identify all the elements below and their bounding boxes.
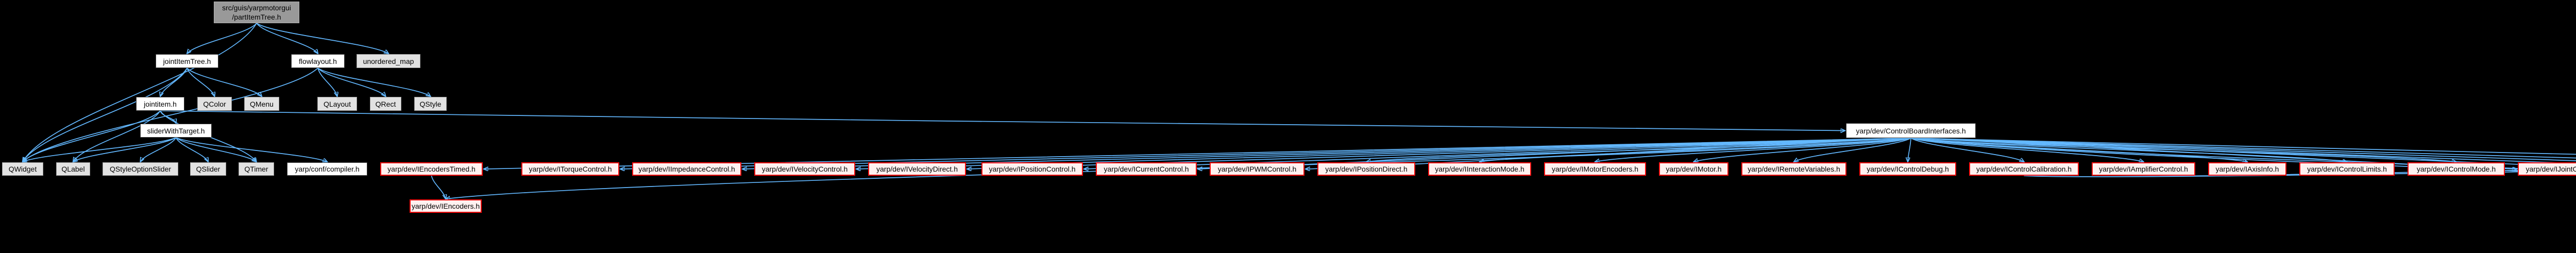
edge-controlboardinterfaces-to-iamplifiercontrol [1910,138,2144,162]
edge-iencoderstimed-to-iencoders [431,175,446,199]
node-icontroldebug[interactable]: yarp/dev/IControlDebug.h [1859,162,1956,176]
edge-partitemtree-to-flowlayout [256,23,318,54]
node-qmenu: QMenu [244,97,279,111]
edge-flowlayout-to-qlayout [317,68,337,96]
edge-controlboardinterfaces-to-icontrolcalibration [1910,138,2024,162]
node-qwidget: QWidget [2,162,43,176]
node-controlboardinterfaces[interactable]: yarp/dev/ControlBoardInterfaces.h [1846,123,1976,138]
edge-flowlayout-to-qrect [317,68,386,96]
node-iencoderstimed[interactable]: yarp/dev/IEncodersTimed.h [380,162,483,176]
node-icontrolmode[interactable]: yarp/dev/IControlMode.h [2408,162,2505,176]
edge-jointitemtree-to-jointitem [160,68,188,96]
node-flowlayout[interactable]: flowlayout.h [291,54,345,68]
edge-controlboardinterfaces-to-icontroldebug [1908,138,1911,162]
edge-controlboardinterfaces-to-ipositiondirect [1366,138,1911,162]
edge-jointitem-to-qwidget [23,110,161,162]
node-sliderwithtarget[interactable]: sliderWithTarget.h [140,124,212,138]
node-iencoders[interactable]: yarp/dev/IEncoders.h [410,199,482,213]
edge-jointitemtree-to-qwidget [23,68,188,162]
node-iamplifiercontrol[interactable]: yarp/dev/IAmplifierControl.h [2092,162,2195,176]
edge-jointitemtree-to-qmenu [187,68,262,96]
node-iaxisinfo[interactable]: yarp/dev/IAxisInfo.h [2208,162,2286,176]
node-qslider: QSlider [190,162,226,176]
node-icontrollimits[interactable]: yarp/dev/IControlLimits.h [2299,162,2395,176]
node-qcolor: QColor [197,97,232,111]
node-label-line: /partItemTree.h [232,13,281,21]
node-qstyleoptionslider: QStyleOptionSlider [103,162,178,176]
node-qstyle: QStyle [414,97,447,111]
edge-flowlayout-to-qstyle [317,68,431,96]
edge-sliderwithtarget-to-qslider [175,137,209,162]
node-jointitem[interactable]: jointitem.h [136,97,184,111]
edge-sliderwithtarget-to-qtimer [175,137,257,162]
node-ipositiondirect[interactable]: yarp/dev/IPositionDirect.h [1317,162,1415,176]
edge-flowlayout-to-qwidget [23,68,318,162]
node-label-line: src/guis/yarpmotorgui [222,4,291,12]
node-ijointcoupling[interactable]: yarp/dev/IJointCoupling.h [2518,162,2576,176]
node-ivelocitycontrol[interactable]: yarp/dev/IVelocityControl.h [754,162,855,176]
node-qtimer: QTimer [239,162,274,176]
edge-sliderwithtarget-to-qstyleoptionslider [141,137,177,162]
node-iinteractionmode[interactable]: yarp/dev/IInteractionMode.h [1428,162,1531,176]
edge-partitemtree-to-qwidget [23,23,257,162]
node-qlayout: QLayout [317,97,357,111]
node-iremotevariables[interactable]: yarp/dev/IRemoteVariables.h [1741,162,1846,176]
node-icontrolcalibration[interactable]: yarp/dev/IControlCalibration.h [1969,162,2079,176]
node-unordered-map: unordered_map [357,54,420,68]
edge-partitemtree-to-unordered-map [256,23,388,54]
edge-controlboardinterfaces-to-imotor [1694,138,1911,162]
node-compiler[interactable]: yarp/conf/compiler.h [287,162,367,176]
node-ivelocitydirect[interactable]: yarp/dev/IVelocityDirect.h [868,162,966,176]
node-qlabel: QLabel [56,162,90,176]
node-icurrentcontrol[interactable]: yarp/dev/ICurrentControl.h [1096,162,1197,176]
edge-controlboardinterfaces-to-iremotecalibrator [1910,138,2576,155]
edge-controlboardinterfaces-to-icontrollimits [1910,138,2347,162]
edge-jointitem-to-qlabel [73,110,161,162]
edge-jointitem-to-controlboardinterfaces [160,110,1845,131]
edge-sliderwithtarget-to-qlabel [73,137,176,162]
node-imotorencoders[interactable]: yarp/dev/IMotorEncoders.h [1544,162,1646,176]
node-imotor[interactable]: yarp/dev/IMotor.h [1659,162,1728,176]
edge-sliderwithtarget-to-compiler [176,137,328,162]
edge-controlboardinterfaces-to-iremotevariables [1794,138,1911,162]
edge-controlboardinterfaces-to-imotorencoders [1595,138,1911,162]
edge-sliderwithtarget-to-qwidget [23,137,176,162]
edge-partitemtree-to-jointitemtree [187,23,257,54]
node-qrect: QRect [370,97,401,111]
node-itorquecontrol[interactable]: yarp/dev/ITorqueControl.h [521,162,619,176]
node-ipositioncontrol[interactable]: yarp/dev/IPositionControl.h [981,162,1083,176]
edge-icontrolcalibration-to-calibratorvocabs [2024,170,2576,177]
edge-jointitemtree-to-qcolor [187,68,215,96]
node-iimpedancecontrol[interactable]: yarp/dev/IImpedanceControl.h [632,162,741,176]
edge-controlboardinterfaces-to-ipidcontrol [1910,138,2576,159]
node-jointitemtree[interactable]: jointItemTree.h [156,54,218,68]
node-partitemtree: src/guis/yarpmotorgui/partItemTree.h [214,2,299,23]
node-ipwmcontrol[interactable]: yarp/dev/IPWMControl.h [1210,162,1304,176]
